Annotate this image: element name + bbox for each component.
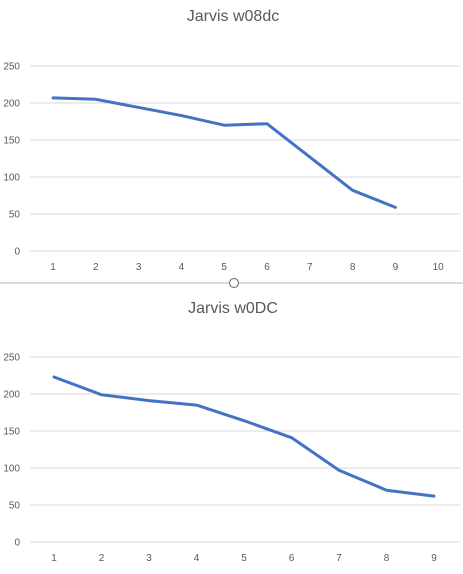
chart2-x-ticks: 1 2 3 4 5 6 7 8 9 (51, 553, 437, 564)
c1-series-line-0 (51, 96, 397, 209)
c2-series-line-0 (52, 375, 436, 498)
c2-x-tick-label: 7 (336, 553, 342, 564)
c1-x-tick-label: 2 (93, 262, 99, 273)
c1-x-tick-label: 7 (307, 262, 313, 273)
chart2-gridlines (30, 356, 460, 543)
c1-x-tick-label: 8 (350, 262, 356, 273)
chart-jarvis-w0dc: Jarvis w0DC 0 50 100 150 200 250 1 2 3 4 5 6 7 8 9 (3, 300, 460, 564)
c1-x-tick-label: 4 (179, 262, 185, 273)
c1-x-tick-label: 9 (393, 262, 399, 273)
c2-x-tick-label: 6 (289, 553, 295, 564)
chart2-title: Jarvis w0DC (188, 300, 278, 317)
chart1-title: Jarvis w08dc (187, 8, 279, 25)
c2-x-tick-label: 4 (194, 553, 200, 564)
chart-divider[interactable] (0, 277, 463, 289)
c1-x-tick-label: 3 (136, 262, 142, 273)
c1-y-tick-label: 50 (9, 210, 21, 221)
c1-y-tick-label: 200 (3, 99, 20, 110)
c2-x-tick-label: 1 (51, 553, 57, 564)
c1-y-tick-label: 250 (3, 62, 20, 73)
c1-x-tick-label: 6 (264, 262, 270, 273)
c2-y-tick-label: 250 (3, 353, 20, 364)
resize-handle[interactable] (228, 277, 240, 289)
c2-y-tick-label: 0 (14, 538, 20, 549)
c1-x-tick-label: 5 (221, 262, 227, 273)
chart1-series (51, 96, 397, 209)
c2-x-tick-label: 9 (431, 553, 437, 564)
c1-y-tick-label: 100 (3, 173, 20, 184)
c2-x-tick-label: 5 (241, 553, 247, 564)
c2-y-tick-label: 200 (3, 390, 20, 401)
c1-y-tick-label: 0 (14, 247, 20, 258)
chart1-x-ticks: 1 2 3 4 5 6 7 8 9 10 (50, 262, 444, 273)
c1-x-tick-label: 10 (433, 262, 445, 273)
c1-y-tick-label: 150 (3, 136, 20, 147)
c2-y-tick-label: 100 (3, 464, 20, 475)
c2-x-tick-label: 8 (384, 553, 390, 564)
chart2-series (52, 375, 436, 498)
chart1-y-ticks: 0 50 100 150 200 250 (3, 62, 20, 258)
c2-y-tick-label: 150 (3, 427, 20, 438)
chart-jarvis-w08dc: Jarvis w08dc 0 50 100 150 200 250 1 2 3 4 5 6 7 8 9 10 (3, 8, 460, 273)
chart2-y-ticks: 0 50 100 150 200 250 (3, 353, 20, 549)
c2-y-tick-label: 50 (9, 501, 21, 512)
c2-x-tick-label: 2 (99, 553, 105, 564)
c1-x-tick-label: 1 (50, 262, 56, 273)
chart1-gridlines (30, 65, 460, 252)
c2-x-tick-label: 3 (146, 553, 152, 564)
